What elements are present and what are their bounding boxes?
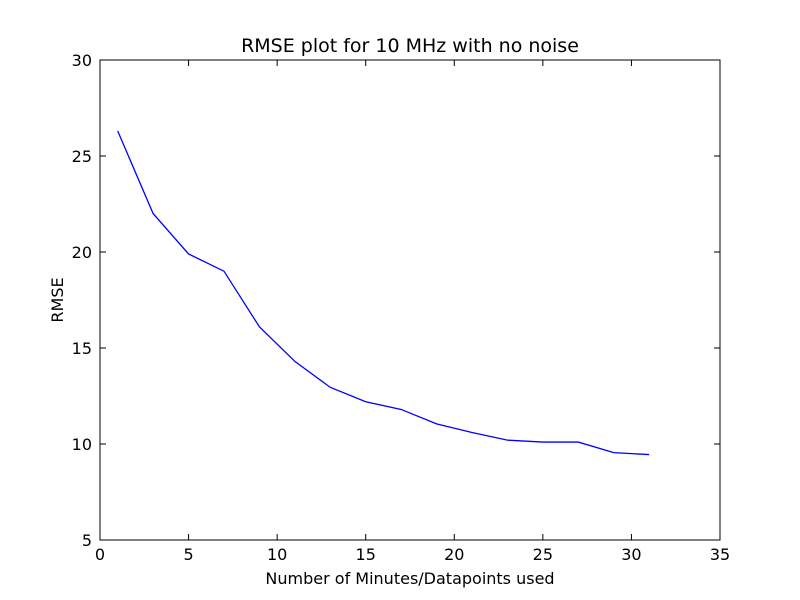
y-tick-label: 15 — [72, 339, 92, 358]
y-tick-label: 5 — [82, 531, 92, 550]
y-tick-label: 20 — [72, 243, 92, 262]
x-tick-label: 20 — [444, 545, 464, 564]
x-axis: 0 5 10 15 20 25 30 35 — [95, 60, 730, 564]
x-tick-label: 5 — [183, 545, 193, 564]
x-tick-label: 35 — [710, 545, 730, 564]
x-axis-label: Number of Minutes/Datapoints used — [265, 569, 554, 588]
x-tick-label: 30 — [621, 545, 641, 564]
plot-area — [99, 59, 721, 541]
x-tick-label: 25 — [533, 545, 553, 564]
y-tick-label: 25 — [72, 147, 92, 166]
y-axis-label: RMSE — [48, 277, 67, 322]
plot-frame — [99, 59, 721, 541]
y-tick-label: 10 — [72, 435, 92, 454]
chart-title: RMSE plot for 10 MHz with no noise — [241, 35, 579, 57]
x-tick-label: 10 — [267, 545, 287, 564]
y-axis: 5 10 15 20 25 30 — [72, 51, 720, 550]
x-tick-label: 15 — [356, 545, 376, 564]
series-line — [117, 130, 650, 456]
y-tick-label: 30 — [72, 51, 92, 70]
x-tick-label: 0 — [95, 545, 105, 564]
